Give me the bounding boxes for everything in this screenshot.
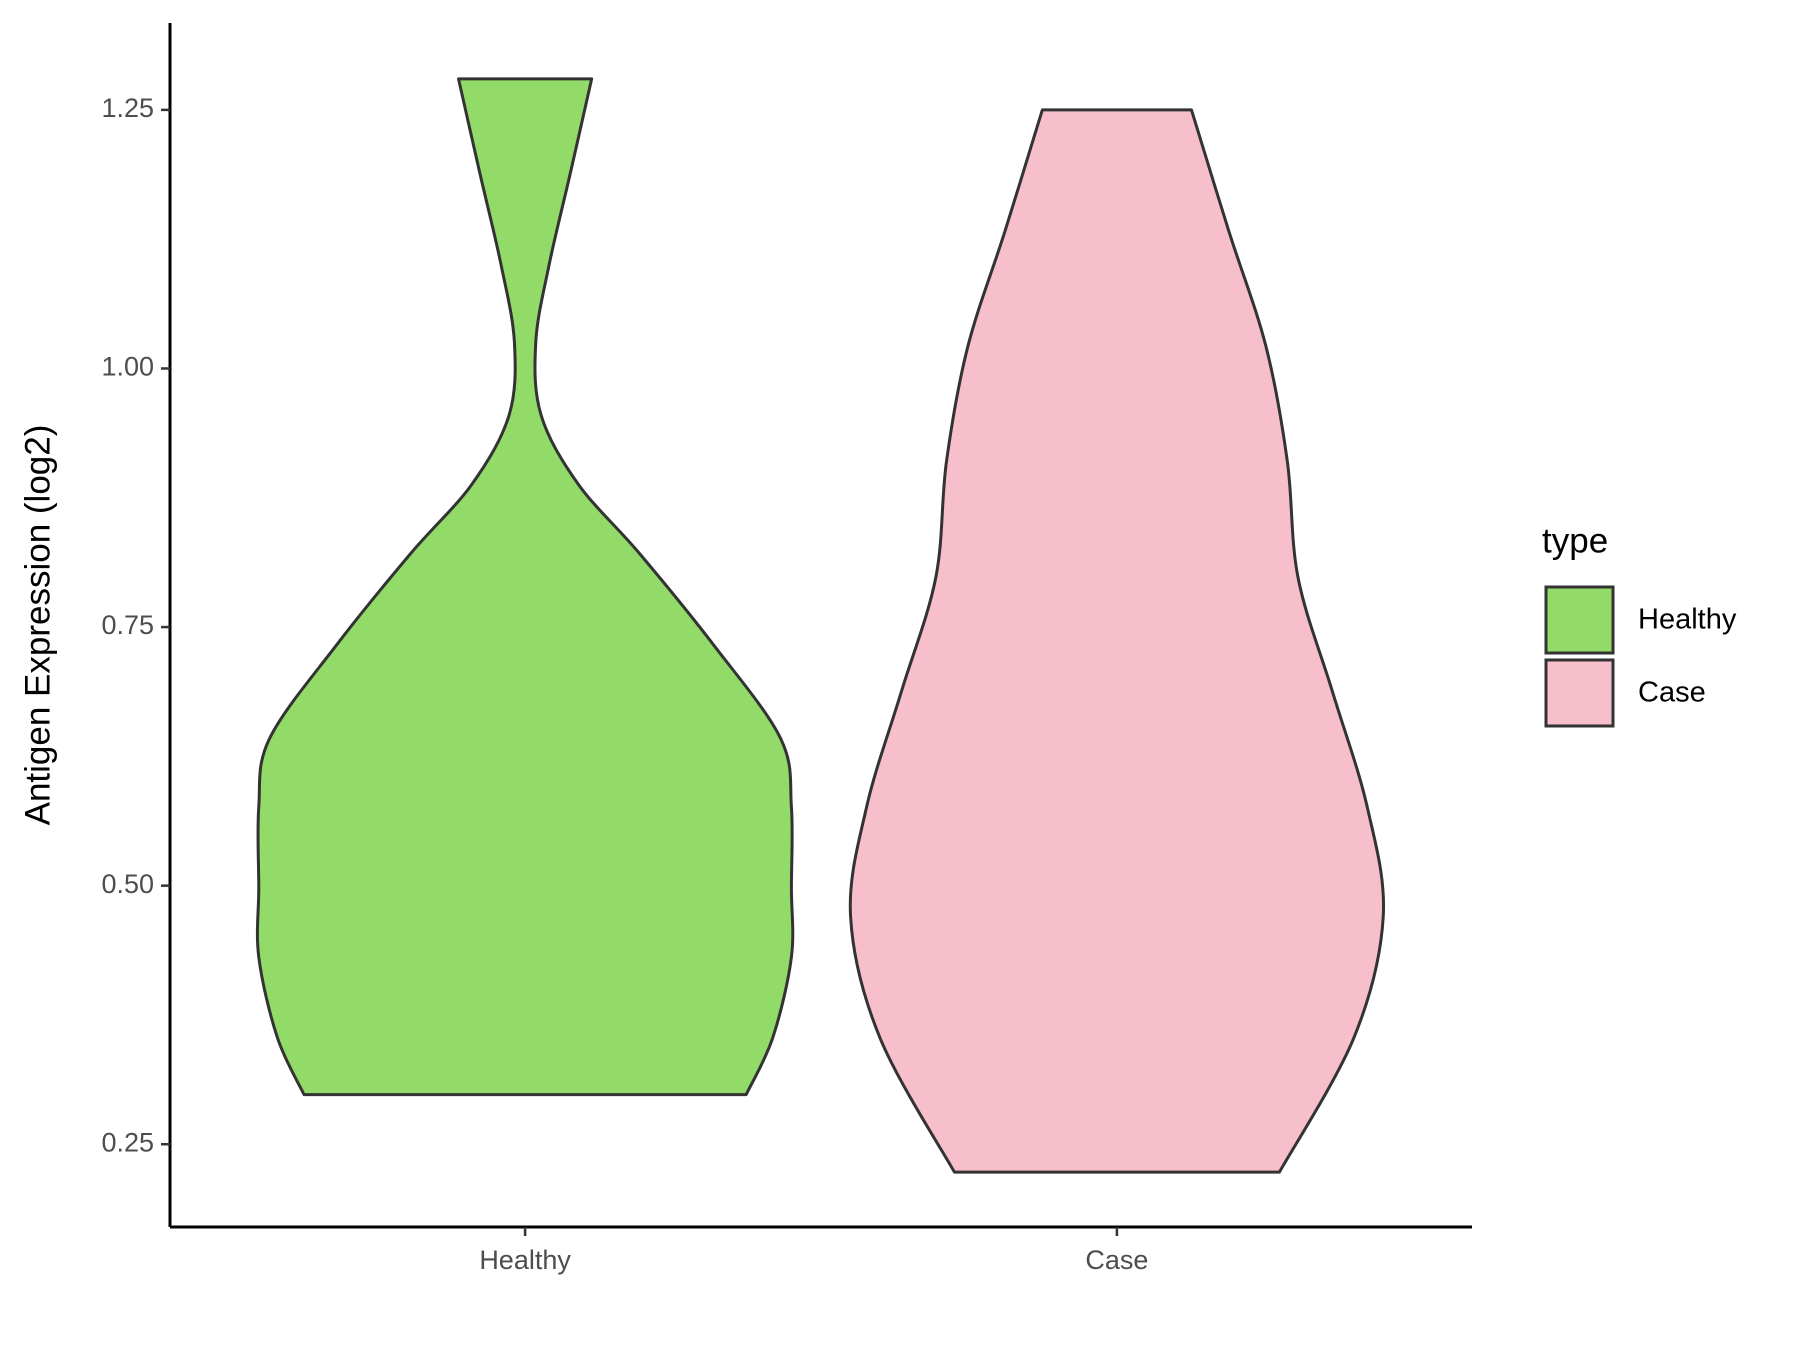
legend-title: type	[1542, 521, 1608, 560]
y-tick-label: 0.75	[101, 610, 154, 640]
x-tick-label: Healthy	[479, 1245, 571, 1275]
legend-label: Case	[1638, 677, 1706, 709]
y-tick-label: 1.00	[101, 352, 154, 382]
legend-key	[1544, 658, 1615, 728]
legend-key	[1544, 585, 1615, 655]
violin	[848, 108, 1386, 1174]
y-axis-title: Antigen Expression (log2)	[18, 425, 57, 826]
y-tick-label: 1.25	[101, 93, 154, 123]
x-tick-label: Case	[1085, 1245, 1148, 1275]
y-tick-label: 0.25	[101, 1127, 154, 1157]
legend-label: Healthy	[1638, 604, 1737, 636]
violin	[255, 77, 795, 1097]
y-tick-label: 0.50	[101, 869, 154, 899]
